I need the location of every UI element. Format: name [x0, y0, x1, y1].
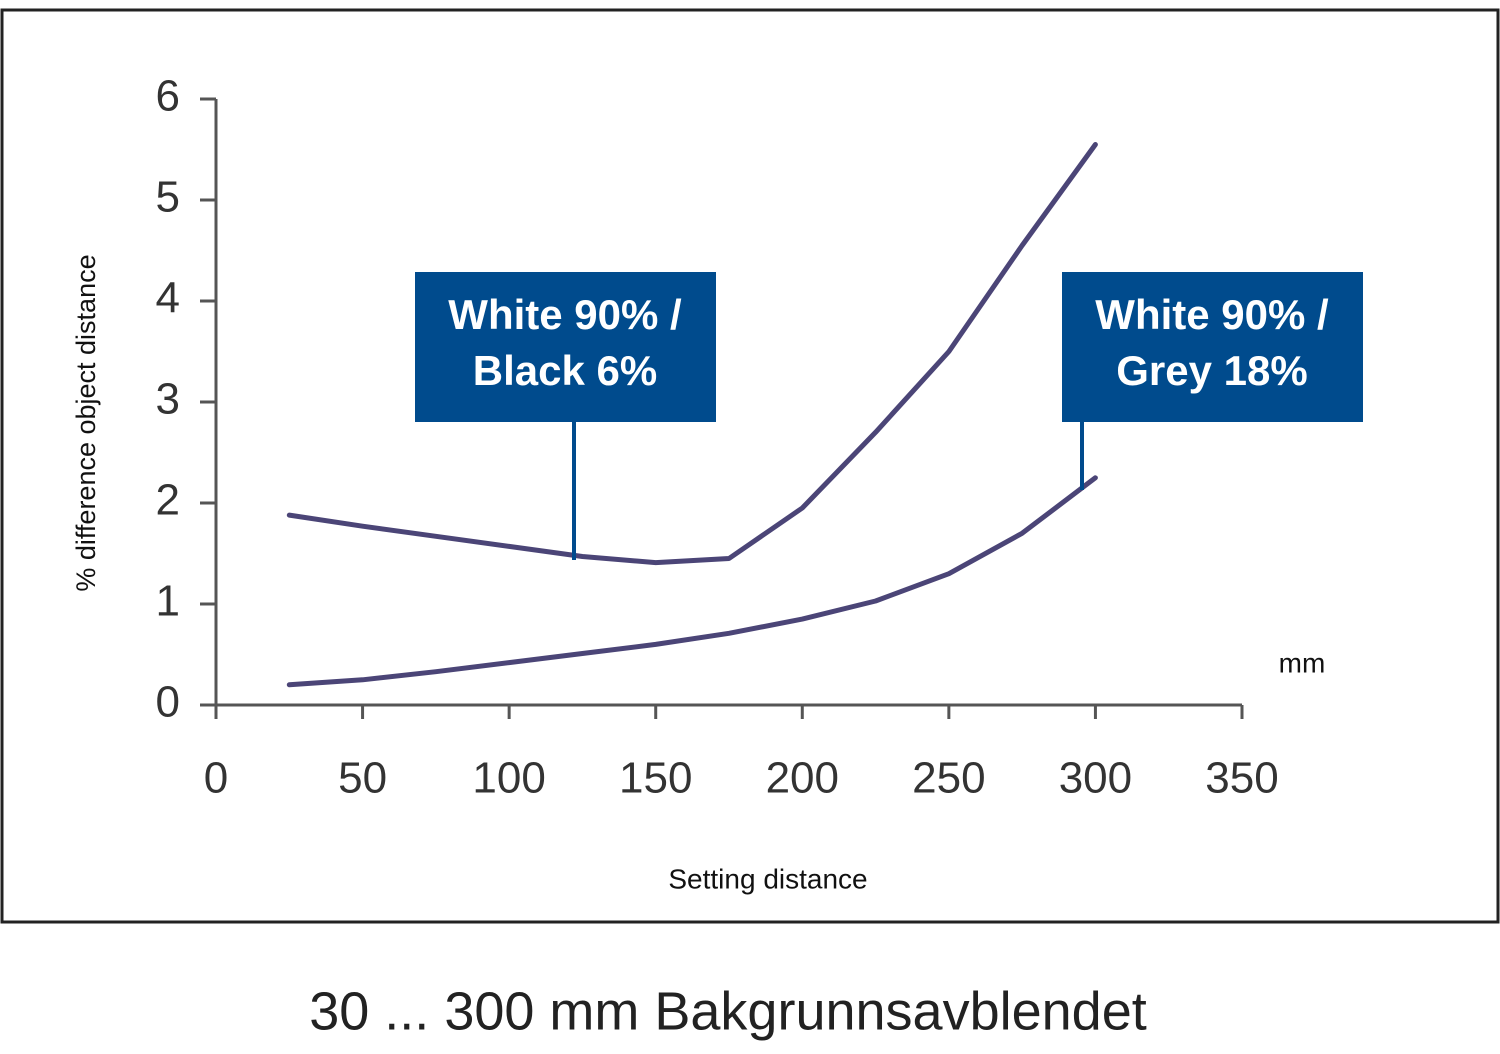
y-tick-label: 1 — [156, 577, 180, 626]
callout-box — [1062, 272, 1363, 422]
callout-label: White 90% / — [1095, 291, 1329, 338]
y-tick-label: 3 — [156, 375, 180, 424]
y-tick-label: 2 — [156, 476, 180, 525]
x-tick-label: 350 — [1205, 754, 1278, 803]
callout-box — [415, 272, 716, 422]
caption: 30 ... 300 mm Bakgrunnsavblendet — [309, 981, 1147, 1041]
x-tick-label: 50 — [338, 754, 387, 803]
data-line — [286, 142, 1098, 566]
x-tick-label: 100 — [472, 754, 545, 803]
callout-label: White 90% / — [448, 291, 682, 338]
y-tick-label: 4 — [156, 274, 180, 323]
x-axis-label: Setting distance — [668, 863, 867, 894]
x-tick-label: 300 — [1059, 754, 1132, 803]
x-tick-label: 250 — [912, 754, 985, 803]
y-tick-label: 0 — [156, 678, 180, 727]
x-tick-label: 0 — [204, 754, 228, 803]
callout-label: Black 6% — [473, 347, 657, 394]
x-tick-label: 200 — [766, 754, 839, 803]
chart-frame — [0, 8, 1500, 924]
data-line — [286, 475, 1098, 688]
x-unit-label: mm — [1279, 647, 1326, 678]
y-tick-label: 5 — [156, 173, 180, 222]
y-tick-label: 6 — [156, 72, 180, 121]
y-axis-label: % difference object distance — [71, 254, 101, 591]
callout-label: Grey 18% — [1116, 347, 1307, 394]
x-tick-label: 150 — [619, 754, 692, 803]
